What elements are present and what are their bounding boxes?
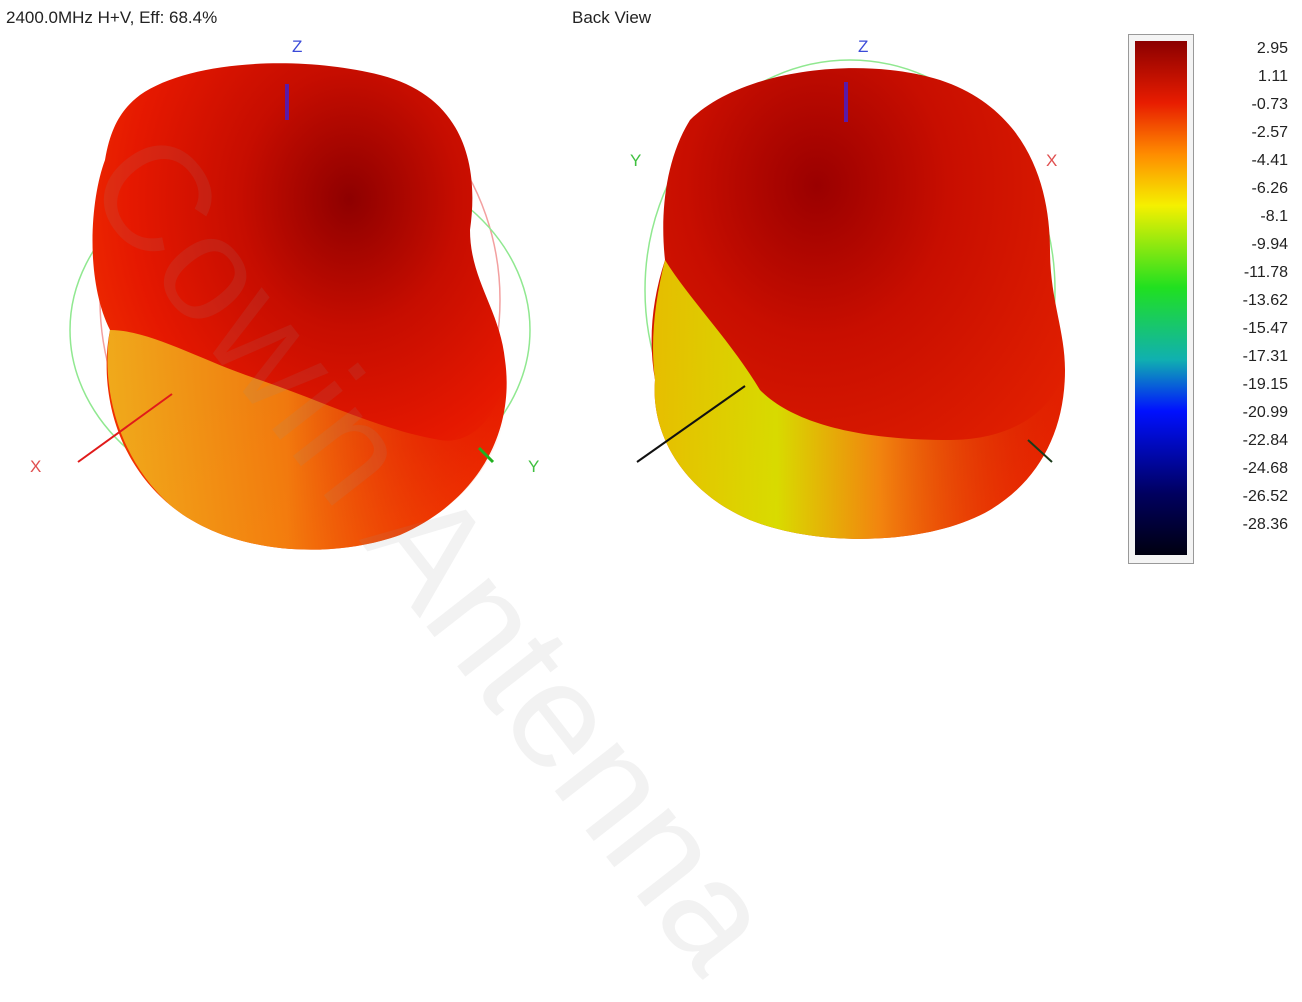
left-3d-pattern: Z X Y [30,37,539,550]
color-scale-tick-label: -6.26 [1251,180,1288,197]
color-scale-tick-label: -13.62 [1242,292,1288,309]
color-scale-tick-label: -9.94 [1251,236,1288,253]
right-z-label: Z [858,37,868,56]
left-x-label: X [30,457,41,476]
color-scale-legend [1128,34,1194,564]
left-pattern-lower-band [107,330,507,550]
color-scale-tick-label: 2.95 [1256,40,1288,57]
right-x-axis [1027,439,1053,463]
color-scale-ticks: 2.95 1.11 -0.73 -2.57 -4.41 -6.26 -8.1 -9.94 -11… [1198,38,1288,568]
color-scale-tick-label: -4.41 [1251,152,1288,169]
left-x-axis [77,393,173,463]
color-scale-bar [1135,41,1187,555]
color-scale-tick-label: -2.57 [1251,124,1288,141]
right-y-label: Y [630,151,641,170]
left-z-label: Z [292,37,302,56]
radiation-pattern-views: Z X Y Z Y X [30,37,1065,550]
left-view-title: 2400.0MHz H+V, Eff: 68.4% [6,8,218,27]
left-y-label: Y [528,457,539,476]
color-scale-tick-label: -24.68 [1242,460,1288,477]
right-pattern-lower-band [653,260,1065,539]
left-y-axis [477,446,495,464]
right-y-axis [636,385,746,463]
color-scale-tick-label: 1.11 [1258,68,1288,85]
back-view-title: Back View [572,8,652,27]
color-scale-tick-label: -22.84 [1242,432,1288,449]
color-scale-tick-label: -28.36 [1242,516,1288,533]
color-scale-tick-label: -19.15 [1242,376,1288,393]
color-scale-tick-label: -11.78 [1243,264,1288,281]
color-scale-tick-label: -0.73 [1251,96,1288,113]
right-x-label: X [1046,151,1057,170]
color-scale-tick-label: -20.99 [1242,404,1288,421]
right-3d-pattern: Z Y X [630,37,1065,539]
color-scale-tick-label: -26.52 [1242,488,1288,505]
color-scale-tick-label: -15.47 [1242,320,1288,337]
color-scale-tick-label: -8.1 [1260,208,1288,225]
color-scale-tick-label: -17.31 [1242,348,1288,365]
